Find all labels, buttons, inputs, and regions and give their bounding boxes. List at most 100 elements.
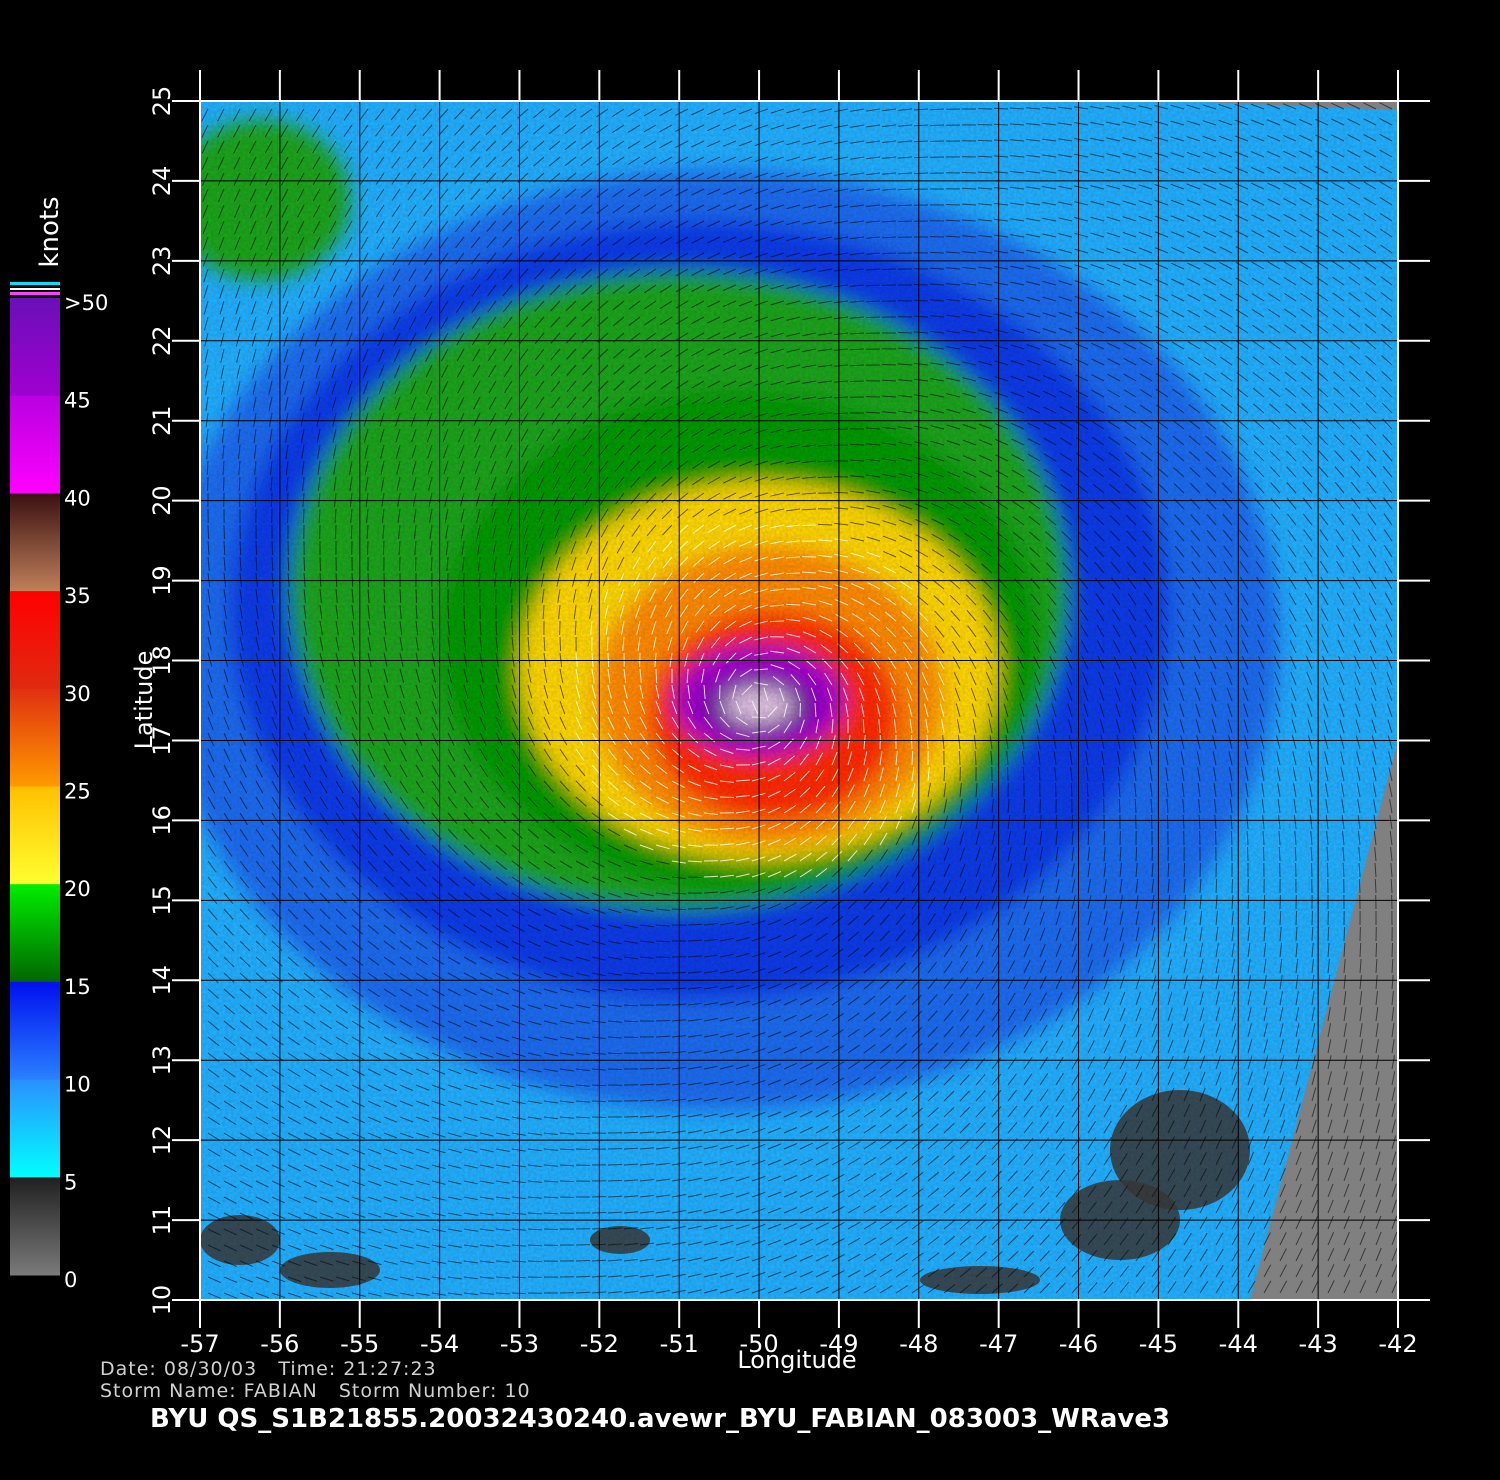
wind-vector	[707, 188, 721, 196]
wind-vector	[1215, 1103, 1222, 1118]
wind-vector	[1135, 1039, 1142, 1054]
wind-vector	[223, 860, 233, 873]
wind-vector	[946, 471, 961, 478]
wind-vector	[575, 876, 589, 884]
wind-vector	[596, 188, 609, 198]
wind-vector	[959, 815, 964, 830]
wind-vector	[1087, 975, 1094, 990]
wind-vector	[351, 1020, 365, 1029]
wind-vector	[271, 796, 280, 810]
wind-vector	[786, 140, 801, 146]
wind-vector	[1151, 991, 1157, 1006]
wind-vector	[831, 916, 844, 926]
wind-vector	[217, 172, 225, 186]
wind-vector	[255, 988, 268, 999]
wind-vector	[362, 380, 369, 395]
wind-vector	[591, 828, 605, 837]
wind-vector	[993, 139, 1009, 142]
wind-vector	[831, 899, 844, 910]
wind-vector	[1039, 1266, 1051, 1278]
wind-vector	[1029, 547, 1041, 558]
wind-vector	[927, 994, 938, 1006]
wind-vector	[399, 844, 410, 856]
wind-vector	[1066, 671, 1073, 686]
wind-vector	[1087, 1265, 1098, 1278]
wind-vector	[911, 1204, 924, 1214]
wind-vector	[927, 1058, 939, 1070]
wind-vector	[406, 124, 417, 137]
wind-vector	[303, 796, 312, 810]
wind-vector	[754, 156, 769, 163]
wind-vector	[1241, 640, 1249, 654]
wind-vector	[303, 716, 310, 731]
wind-vector	[1034, 671, 1041, 686]
wind-vector	[564, 108, 577, 118]
wind-vector	[239, 1068, 252, 1078]
wind-vector	[873, 672, 881, 686]
wind-vector	[738, 588, 753, 596]
wind-vector	[335, 940, 348, 951]
wind-vector	[1154, 152, 1169, 158]
wind-vector	[415, 860, 427, 872]
wind-vector	[438, 140, 449, 152]
wind-vector	[911, 831, 918, 846]
wind-vector	[312, 140, 321, 154]
wind-vector	[415, 700, 422, 715]
wind-vector	[527, 748, 536, 762]
wind-vector	[708, 588, 721, 599]
wind-vector	[1253, 419, 1265, 430]
wind-vector	[644, 396, 657, 407]
wind-vector	[381, 508, 385, 523]
wind-vector	[501, 108, 513, 119]
wind-vector	[659, 108, 673, 117]
wind-vector	[415, 1036, 429, 1044]
wind-vector	[612, 124, 625, 134]
wind-vector	[1023, 1057, 1033, 1070]
wind-vector	[991, 1170, 1003, 1182]
wind-vector	[754, 140, 769, 147]
wind-vector	[287, 1164, 301, 1172]
wind-vector	[297, 204, 305, 218]
wind-vector	[687, 1289, 702, 1294]
wind-vector	[346, 364, 353, 379]
wind-vector	[1186, 183, 1201, 190]
wind-vector	[383, 668, 389, 683]
wind-vector	[1122, 105, 1137, 110]
wind-vector	[975, 879, 982, 894]
wind-vector	[1155, 325, 1169, 334]
wind-vector	[818, 428, 833, 431]
wind-vector	[551, 428, 561, 441]
wind-vector	[580, 204, 593, 215]
wind-vector	[707, 364, 721, 372]
wind-vector	[895, 1107, 908, 1118]
wind-vector	[359, 156, 369, 169]
wind-vector	[207, 732, 215, 747]
wind-vector	[703, 1033, 718, 1038]
wind-vector	[442, 444, 449, 459]
wind-vector	[707, 300, 721, 308]
wind-vector	[677, 556, 689, 568]
wind-vector	[1044, 484, 1057, 494]
wind-vector	[770, 508, 785, 513]
wind-vector	[1023, 992, 1032, 1006]
wind-vector	[447, 1132, 462, 1138]
wind-vector	[239, 828, 249, 841]
wind-vector	[447, 748, 456, 762]
wind-vector	[1004, 719, 1009, 734]
wind-vector	[723, 556, 737, 565]
wind-vector	[786, 540, 801, 543]
wind-vector	[1146, 671, 1153, 686]
wind-vector	[703, 1161, 718, 1166]
wind-vector	[351, 1260, 366, 1266]
wind-vector	[863, 1124, 876, 1134]
wind-vector	[639, 940, 654, 943]
wind-vector	[549, 188, 561, 199]
wind-vector	[591, 956, 606, 961]
wind-vector	[493, 556, 497, 571]
wind-vector	[377, 332, 385, 347]
wind-vector	[477, 540, 481, 555]
wind-vector	[1010, 407, 1025, 414]
wind-vector	[1042, 154, 1057, 158]
wind-vector	[1247, 894, 1250, 910]
wind-vector	[786, 364, 801, 369]
